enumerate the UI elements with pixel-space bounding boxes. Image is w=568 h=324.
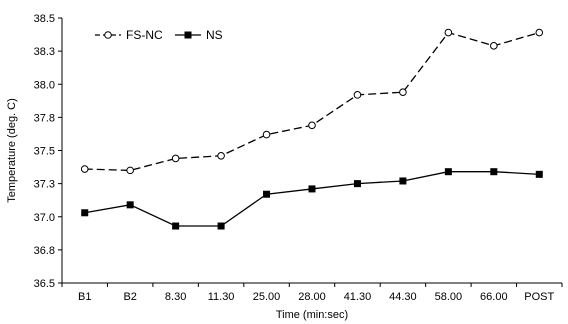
data-point-ns xyxy=(126,201,134,209)
x-axis-title: Time (min:sec) xyxy=(276,309,348,321)
x-tick-label: 41.30 xyxy=(344,291,372,303)
legend-item-fs-nc: FS-NC xyxy=(95,28,163,42)
data-point-fs-nc xyxy=(535,28,544,37)
legend-marker xyxy=(104,31,112,39)
data-point-ns xyxy=(217,222,225,230)
y-axis-ticks: 36.5 36.8 37.0 37.3 37.5 37.8 38.0 38.3 38.5 xyxy=(34,13,62,290)
legend: FS-NC NS xyxy=(95,28,223,42)
x-tick-label: 11.30 xyxy=(208,291,235,303)
y-tick-label: 38.0 xyxy=(34,79,55,91)
data-point-fs-nc xyxy=(126,166,134,175)
y-tick-label: 37.0 xyxy=(34,212,55,224)
y-tick-label: 38.3 xyxy=(34,46,55,58)
x-tick-label: 8.30 xyxy=(165,291,186,303)
data-point-fs-nc xyxy=(490,42,498,50)
y-tick-label: 37.3 xyxy=(34,179,55,191)
legend-marker xyxy=(184,31,192,39)
data-point-ns xyxy=(353,180,361,188)
x-axis-ticks: B1 B2 8.30 11.30 25.00 28.00 41.30 44.30 58.00 66… xyxy=(61,283,563,303)
series-line-fs-nc xyxy=(84,31,540,172)
data-point-fs-nc xyxy=(262,130,271,139)
axes xyxy=(61,18,562,284)
x-tick-label: 25.00 xyxy=(253,291,281,303)
legend-item-ns: NS xyxy=(175,28,223,42)
data-point-fs-nc xyxy=(353,91,362,99)
data-point-ns xyxy=(308,185,316,193)
data-point-fs-nc xyxy=(444,28,453,37)
data-point-ns xyxy=(535,170,543,178)
series-line-ns xyxy=(84,171,540,227)
x-tick-label: 66.00 xyxy=(480,291,508,303)
data-point-fs-nc xyxy=(217,152,225,160)
y-tick-label: 36.5 xyxy=(34,278,55,290)
y-tick-label: 37.8 xyxy=(34,112,55,124)
data-point-ns xyxy=(490,168,498,176)
y-tick-label: 36.8 xyxy=(34,245,55,257)
data-point-ns xyxy=(399,177,407,185)
data-point-fs-nc xyxy=(80,165,89,173)
x-tick-label: B1 xyxy=(78,291,91,303)
data-point-ns xyxy=(81,209,89,217)
data-point-fs-nc xyxy=(399,88,407,96)
series-layer xyxy=(80,28,544,230)
legend-label: FS-NC xyxy=(126,28,163,42)
y-tick-label: 38.5 xyxy=(34,13,55,25)
y-tick-label: 37.5 xyxy=(34,146,55,158)
series-ns xyxy=(81,168,543,230)
data-point-fs-nc xyxy=(171,154,180,163)
data-point-ns xyxy=(444,168,452,176)
x-tick-label: POST xyxy=(524,291,554,303)
x-tick-label: 28.00 xyxy=(298,291,326,303)
y-axis-title: Temperature (deg. C) xyxy=(6,98,18,203)
data-point-ns xyxy=(263,190,271,198)
x-tick-label: 44.30 xyxy=(389,291,417,303)
data-point-ns xyxy=(172,222,180,230)
series-fs-nc xyxy=(80,28,544,175)
data-point-fs-nc xyxy=(308,121,316,130)
legend-label: NS xyxy=(206,28,223,42)
x-tick-label: 58.00 xyxy=(435,291,463,303)
x-tick-label: B2 xyxy=(123,291,136,303)
